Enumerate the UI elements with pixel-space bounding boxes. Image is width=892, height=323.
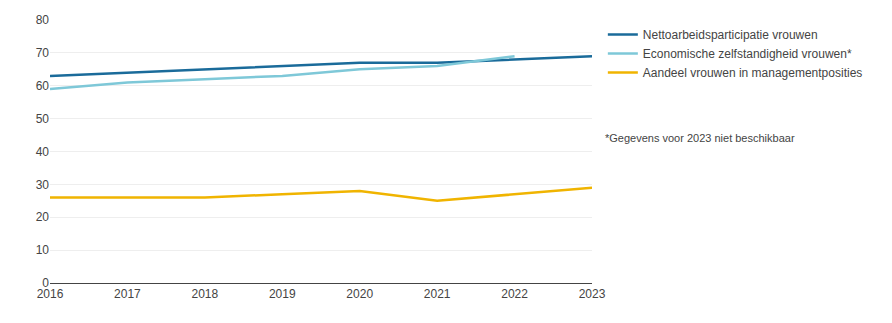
svg-text:60: 60 — [36, 79, 50, 93]
svg-text:Economische zelfstandigheid vr: Economische zelfstandigheid vrouwen* — [643, 47, 852, 61]
svg-text:2016: 2016 — [37, 287, 64, 301]
svg-text:2019: 2019 — [269, 287, 296, 301]
svg-text:Aandeel vrouwen in managementp: Aandeel vrouwen in managementposities — [643, 66, 862, 80]
svg-text:Nettoarbeidsparticipatie vrouw: Nettoarbeidsparticipatie vrouwen — [643, 28, 818, 42]
svg-text:2023: 2023 — [579, 287, 606, 301]
svg-text:40: 40 — [36, 145, 50, 159]
svg-text:80: 80 — [36, 13, 50, 27]
svg-text:2021: 2021 — [424, 287, 451, 301]
svg-text:*Gegevens voor 2023 niet besch: *Gegevens voor 2023 niet beschikbaar — [605, 132, 795, 144]
svg-text:20: 20 — [36, 210, 50, 224]
svg-text:2020: 2020 — [346, 287, 373, 301]
svg-text:10: 10 — [36, 243, 50, 257]
svg-text:2022: 2022 — [501, 287, 528, 301]
svg-text:0: 0 — [42, 276, 49, 290]
svg-text:2018: 2018 — [192, 287, 219, 301]
svg-text:50: 50 — [36, 112, 50, 126]
svg-text:30: 30 — [36, 178, 50, 192]
svg-text:70: 70 — [36, 46, 50, 60]
svg-text:2017: 2017 — [114, 287, 141, 301]
